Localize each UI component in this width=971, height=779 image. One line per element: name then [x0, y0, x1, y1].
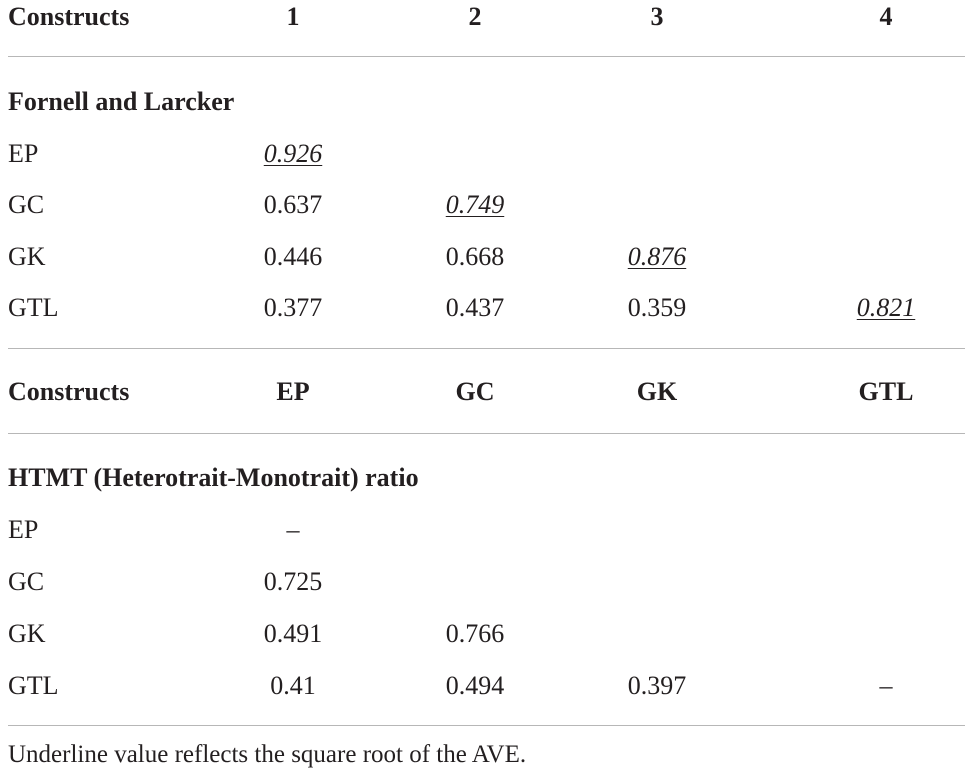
table-cell-diagonal: 0.749 [445, 190, 505, 219]
column-header: 3 [650, 2, 664, 31]
row-label: EP [8, 515, 39, 544]
divider [8, 56, 965, 57]
table-cell: 0.377 [263, 293, 323, 322]
divider [8, 348, 965, 349]
table-cell: 0.766 [445, 619, 505, 648]
table-cell: 0.491 [263, 619, 323, 648]
table-cell: 0.637 [263, 190, 323, 219]
column-header: EP [276, 377, 310, 406]
column-header: GTL [858, 377, 914, 406]
table-cell: 0.668 [445, 242, 505, 271]
table-footnote: Underline value reflects the square root… [8, 741, 527, 768]
column-header: 1 [286, 2, 300, 31]
row-label: EP [8, 139, 39, 168]
table-cell: 0.359 [627, 293, 687, 322]
table-cell-diagonal: 0.821 [856, 293, 916, 322]
column-header: 2 [468, 2, 482, 31]
table-cell: 0.725 [263, 567, 323, 596]
section-title: HTMT (Heterotrait-Monotrait) ratio [8, 463, 419, 492]
column-header: GC [455, 377, 495, 406]
row-label: GC [8, 190, 45, 219]
row-label: GK [8, 619, 46, 648]
divider [8, 725, 965, 726]
row-label: GTL [8, 671, 59, 700]
table-cell: 0.494 [445, 671, 505, 700]
row-label: GTL [8, 293, 59, 322]
header-label: Constructs [8, 377, 130, 406]
table-cell: 0.437 [445, 293, 505, 322]
table-cell: – [286, 515, 300, 544]
header-label: Constructs [8, 2, 130, 31]
divider [8, 433, 965, 434]
table-cell: 0.446 [263, 242, 323, 271]
table-cell-diagonal: 0.926 [263, 139, 323, 168]
column-header: GK [636, 377, 678, 406]
row-label: GC [8, 567, 45, 596]
table-cell: 0.397 [627, 671, 687, 700]
table-cell: – [879, 671, 893, 700]
column-header: 4 [879, 2, 893, 31]
section-title: Fornell and Larcker [8, 87, 235, 116]
row-label: GK [8, 242, 46, 271]
table-cell-diagonal: 0.876 [627, 242, 687, 271]
table-cell: 0.41 [270, 671, 316, 700]
